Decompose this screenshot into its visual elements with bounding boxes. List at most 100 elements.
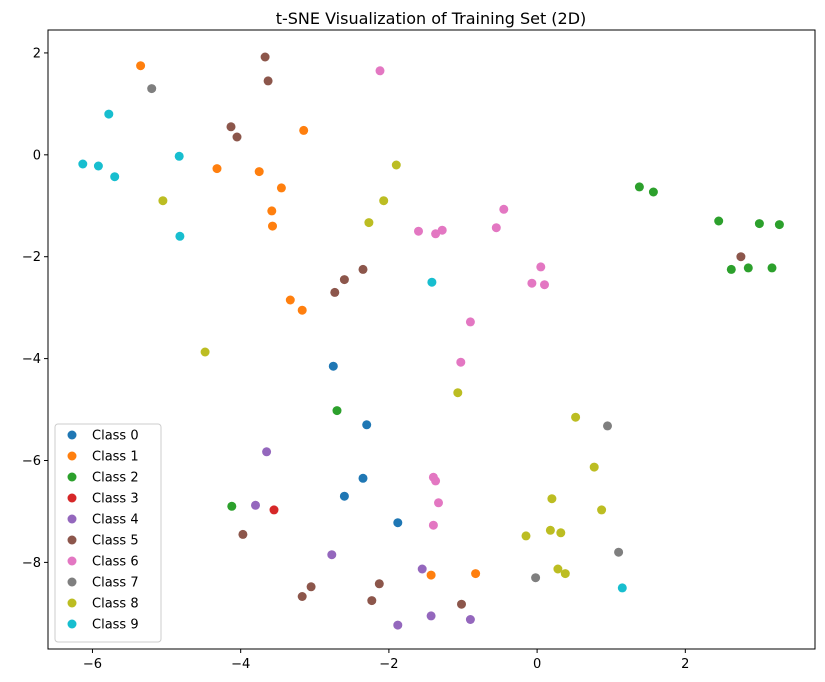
point-series-2-2 <box>714 216 724 226</box>
point-series-2-1 <box>648 187 658 197</box>
point-series-2-9 <box>227 501 237 511</box>
point-series-7-2 <box>614 547 624 557</box>
legend-marker-2 <box>67 472 77 482</box>
legend-label-1: Class 1 <box>92 450 139 465</box>
legend-label-0: Class 0 <box>92 429 139 444</box>
legend-marker-3 <box>67 493 77 503</box>
legend-marker-5 <box>67 535 77 545</box>
point-series-1-2 <box>212 164 222 174</box>
point-series-8-13 <box>553 564 563 574</box>
point-series-5-2 <box>226 122 236 132</box>
point-series-4-4 <box>426 611 436 621</box>
point-series-6-6 <box>536 262 546 272</box>
point-series-4-2 <box>327 550 337 560</box>
point-series-2-3 <box>754 219 764 229</box>
legend-label-6: Class 6 <box>92 555 139 570</box>
legend-label-3: Class 3 <box>92 492 139 507</box>
point-series-8-12 <box>521 531 531 541</box>
point-series-5-6 <box>339 275 349 285</box>
point-series-2-8 <box>332 406 342 416</box>
point-series-8-11 <box>556 528 566 538</box>
point-series-8-5 <box>453 388 463 398</box>
point-series-9-6 <box>427 277 437 287</box>
point-series-9-0 <box>104 109 114 119</box>
legend-marker-7 <box>67 577 77 587</box>
point-series-6-12 <box>431 476 441 486</box>
point-series-8-9 <box>597 505 607 515</box>
x-tick-label-3: 0 <box>533 657 541 672</box>
point-series-1-9 <box>426 570 436 580</box>
y-tick-label-3: −4 <box>22 352 41 367</box>
legend-marker-1 <box>67 451 77 461</box>
legend-label-7: Class 7 <box>92 576 139 591</box>
point-series-0-3 <box>339 491 349 501</box>
point-series-5-1 <box>263 76 273 86</box>
legend-label-5: Class 5 <box>92 534 139 549</box>
point-series-5-11 <box>374 579 384 589</box>
point-series-2-6 <box>743 263 753 273</box>
point-series-1-3 <box>254 167 264 177</box>
point-series-0-0 <box>328 361 338 371</box>
point-series-6-7 <box>527 278 537 288</box>
point-series-1-5 <box>267 206 277 216</box>
legend-marker-4 <box>67 514 77 524</box>
y-tick-label-4: −6 <box>22 454 41 469</box>
point-series-6-9 <box>465 317 475 327</box>
point-series-1-6 <box>268 221 277 231</box>
point-series-8-0 <box>391 160 401 170</box>
point-series-5-7 <box>330 287 340 297</box>
point-series-6-4 <box>414 226 423 236</box>
point-series-7-3 <box>531 573 541 583</box>
point-series-5-13 <box>457 599 466 609</box>
point-series-8-4 <box>200 347 210 357</box>
x-tick-label-1: −4 <box>231 657 250 672</box>
point-series-1-10 <box>471 569 481 579</box>
point-series-9-1 <box>174 151 184 161</box>
point-series-5-3 <box>232 132 242 142</box>
legend-label-4: Class 4 <box>92 513 139 528</box>
x-tick-label-0: −6 <box>83 657 102 672</box>
point-series-8-8 <box>547 494 557 504</box>
points-layer <box>78 52 784 630</box>
point-series-5-9 <box>306 582 316 592</box>
legend-marker-8 <box>67 598 77 608</box>
point-series-6-8 <box>540 280 549 290</box>
legend-label-9: Class 9 <box>92 618 139 633</box>
point-series-7-1 <box>603 421 612 431</box>
point-series-6-2 <box>437 225 447 235</box>
x-tick-label-4: 2 <box>681 657 689 672</box>
point-series-5-0 <box>260 52 270 62</box>
point-series-6-0 <box>375 66 385 76</box>
point-series-2-4 <box>774 220 784 230</box>
point-series-9-5 <box>175 231 185 241</box>
point-series-8-7 <box>589 462 599 472</box>
point-series-2-0 <box>634 182 644 192</box>
point-series-8-6 <box>571 412 581 422</box>
point-series-4-5 <box>465 615 475 624</box>
point-series-8-14 <box>560 569 570 579</box>
legend-marker-0 <box>67 430 77 440</box>
point-series-8-10 <box>545 525 555 535</box>
legend: Class 0 Class 1 Class 2 Class 3 Class 4 Class… <box>54 423 162 643</box>
point-series-2-5 <box>726 264 736 274</box>
y-tick-label-1: 0 <box>33 148 41 163</box>
point-series-5-12 <box>367 596 377 606</box>
point-series-1-1 <box>299 125 309 135</box>
point-series-5-5 <box>358 264 368 274</box>
point-series-1-7 <box>285 295 295 305</box>
point-series-4-6 <box>393 620 403 630</box>
point-series-4-1 <box>251 500 260 510</box>
point-series-6-3 <box>431 229 441 239</box>
point-series-6-13 <box>434 498 443 508</box>
point-series-8-1 <box>158 196 168 206</box>
point-series-6-10 <box>456 357 466 367</box>
point-series-6-14 <box>428 520 438 530</box>
chart-title: t-SNE Visualization of Training Set (2D) <box>276 9 587 28</box>
legend-label-8: Class 8 <box>92 597 139 612</box>
point-series-9-4 <box>110 172 120 182</box>
point-series-9-7 <box>617 583 627 593</box>
point-series-0-1 <box>362 420 372 430</box>
point-series-0-4 <box>393 518 403 528</box>
point-series-9-2 <box>78 159 88 169</box>
